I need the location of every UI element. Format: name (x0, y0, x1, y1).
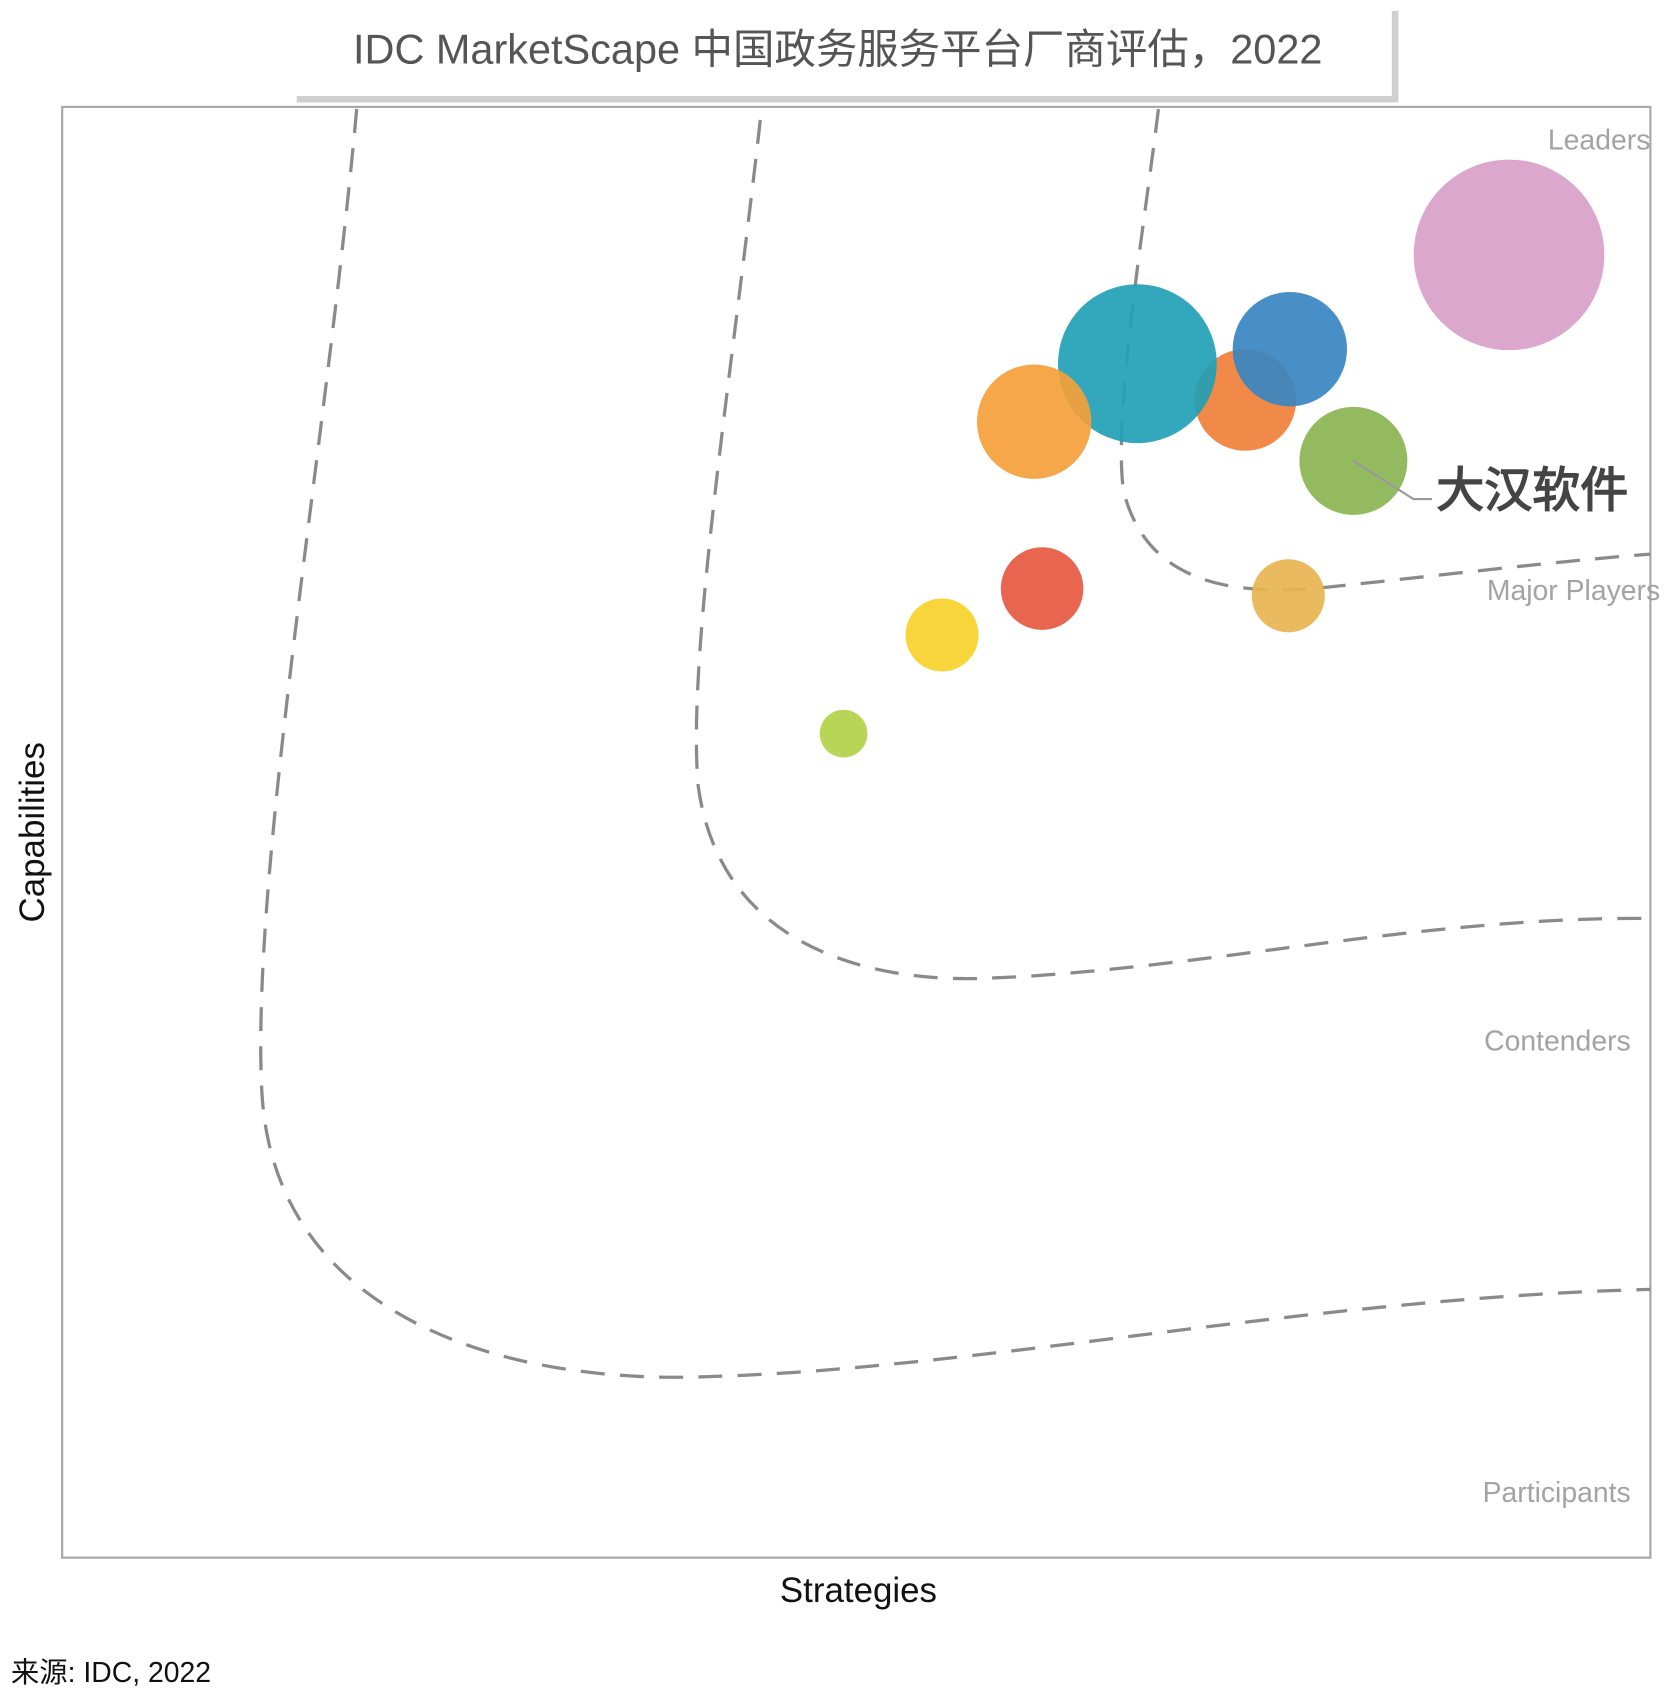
bubble (1413, 159, 1605, 351)
bubble (905, 598, 979, 672)
zone-label: Contenders (1484, 1025, 1631, 1057)
y-axis-label: Capabilities (13, 742, 52, 922)
plot-area (61, 105, 1652, 1559)
bubble (976, 364, 1092, 479)
annotation-leader (1352, 459, 1432, 501)
x-axis-label: Strategies (780, 1571, 937, 1610)
title-box (290, 4, 1392, 96)
zone-label: Participants (1483, 1477, 1631, 1509)
bubble (1057, 284, 1217, 444)
bubble (1232, 292, 1348, 407)
zone-label: Leaders (1548, 124, 1650, 156)
chart-body: IDC MarketScape 中国政务服务平台厂商评估，2022 Leader… (11, 4, 1660, 1689)
boundary-curve (1119, 108, 1651, 592)
source-note: 来源: IDC, 2022 (11, 1657, 211, 1689)
bubbles: 大汉软件 (819, 159, 1628, 758)
boundary-curve (259, 108, 1651, 1379)
bubble (1251, 559, 1325, 633)
annotation: 大汉软件 (1436, 464, 1628, 517)
chart-title: IDC MarketScape 中国政务服务平台厂商评估，2022 (353, 25, 1322, 72)
boundary-curve (694, 119, 1651, 981)
bubble (1000, 547, 1084, 630)
zone-label: Major Players (1487, 575, 1660, 607)
bubble (819, 709, 868, 758)
